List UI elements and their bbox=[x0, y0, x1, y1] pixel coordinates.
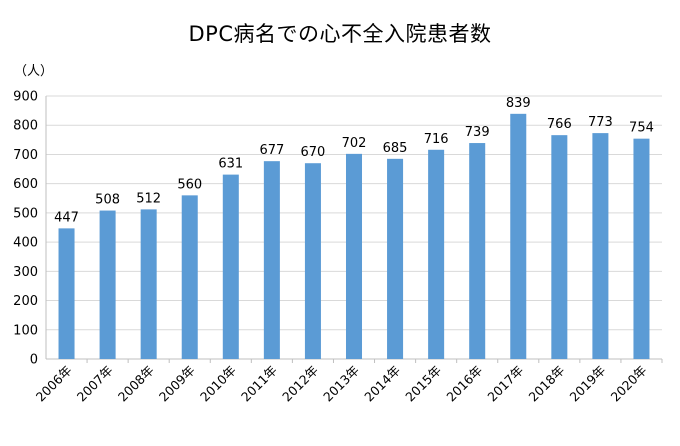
data-label-2016年: 739 bbox=[465, 125, 490, 140]
y-tick-label-500: 500 bbox=[13, 206, 38, 221]
x-tick-label-2012年: 2012年 bbox=[279, 363, 321, 405]
y-axis-unit-label: （人） bbox=[14, 64, 54, 79]
x-tick-label-2017年: 2017年 bbox=[484, 363, 526, 405]
bar-2007年 bbox=[99, 210, 116, 359]
bar-2020年 bbox=[633, 138, 650, 359]
y-tick-label-900: 900 bbox=[13, 90, 38, 105]
data-label-2015年: 716 bbox=[424, 132, 449, 147]
x-tick-label-2006年: 2006年 bbox=[33, 363, 75, 405]
bar-2010年 bbox=[222, 174, 239, 359]
bar-2006年 bbox=[58, 228, 75, 359]
x-tick-label-2009年: 2009年 bbox=[156, 363, 198, 405]
y-tick-label-0: 0 bbox=[30, 353, 38, 368]
x-tick-label-2020年: 2020年 bbox=[608, 363, 650, 405]
bar-2015年 bbox=[428, 149, 445, 359]
x-tick-label-2014年: 2014年 bbox=[361, 363, 403, 405]
data-label-2013年: 702 bbox=[342, 136, 367, 151]
bar-2017年 bbox=[510, 113, 527, 359]
data-label-2017年: 839 bbox=[506, 96, 531, 111]
y-tick-label-600: 600 bbox=[13, 177, 38, 192]
y-tick-label-300: 300 bbox=[13, 265, 38, 280]
x-tick-label-2007年: 2007年 bbox=[74, 363, 116, 405]
bar-2012年 bbox=[304, 163, 321, 359]
x-tick-label-2008年: 2008年 bbox=[115, 363, 157, 405]
data-label-2012年: 670 bbox=[301, 145, 326, 160]
bar-2014年 bbox=[387, 158, 404, 359]
data-label-2008年: 512 bbox=[136, 191, 161, 206]
bar-2009年 bbox=[181, 195, 198, 359]
bar-2018年 bbox=[551, 135, 568, 359]
bar-2013年 bbox=[345, 153, 363, 359]
chart-title: DPC病名での心不全入院患者数 bbox=[188, 22, 492, 46]
data-label-2009年: 560 bbox=[177, 177, 202, 192]
data-label-2006年: 447 bbox=[54, 210, 79, 225]
x-tick-label-2011年: 2011年 bbox=[238, 363, 280, 405]
bar-2019年 bbox=[592, 133, 609, 359]
bar-2011年 bbox=[263, 161, 280, 359]
bar-2016年 bbox=[469, 143, 486, 359]
data-label-2019年: 773 bbox=[588, 115, 613, 130]
data-label-2010年: 631 bbox=[218, 157, 243, 172]
data-label-2018年: 766 bbox=[547, 117, 572, 132]
y-tick-label-400: 400 bbox=[13, 236, 38, 251]
x-tick-label-2015年: 2015年 bbox=[402, 363, 444, 405]
data-label-2020年: 754 bbox=[629, 121, 654, 136]
x-tick-label-2013年: 2013年 bbox=[320, 363, 362, 405]
x-tick-label-2019年: 2019年 bbox=[567, 363, 609, 405]
x-tick-label-2010年: 2010年 bbox=[197, 363, 239, 405]
y-tick-label-200: 200 bbox=[13, 294, 38, 309]
x-tick-label-2018年: 2018年 bbox=[526, 363, 568, 405]
y-tick-label-700: 700 bbox=[13, 148, 38, 163]
data-label-2014年: 685 bbox=[383, 141, 408, 156]
y-tick-label-800: 800 bbox=[13, 119, 38, 134]
data-label-2011年: 677 bbox=[259, 143, 284, 158]
bar-2008年 bbox=[140, 209, 157, 359]
data-label-2007年: 508 bbox=[95, 193, 120, 208]
y-tick-label-100: 100 bbox=[13, 323, 38, 338]
x-tick-label-2016年: 2016年 bbox=[443, 363, 485, 405]
